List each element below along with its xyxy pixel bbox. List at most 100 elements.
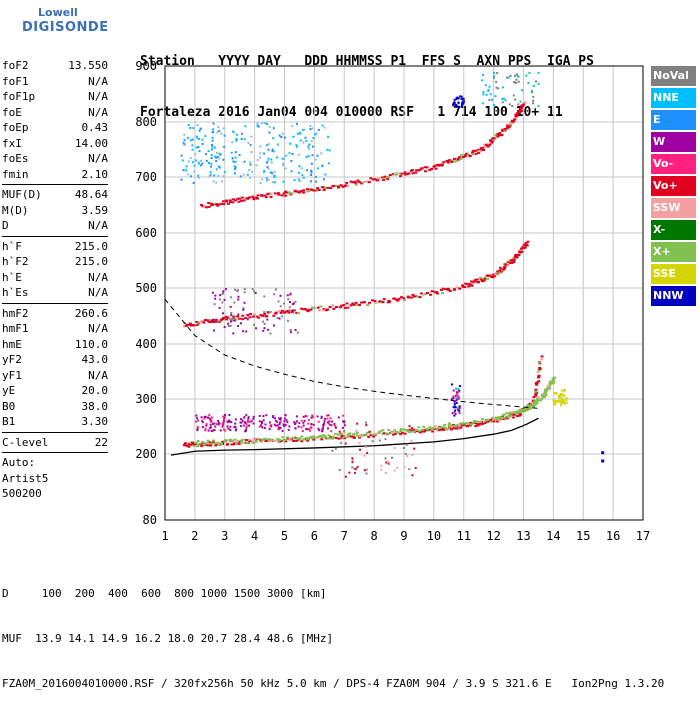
echo-point — [509, 414, 513, 417]
oblique-echo — [273, 417, 276, 420]
echo-point — [353, 180, 357, 183]
echo-point — [310, 437, 314, 440]
param-row: MUF(D) 48.64 — [2, 187, 108, 203]
echo-point — [448, 289, 452, 292]
echo-point — [269, 310, 273, 313]
legend-ssw: SSW — [651, 198, 696, 218]
oblique-echo — [296, 145, 299, 148]
oblique-echo — [288, 152, 291, 155]
divider — [2, 235, 108, 237]
echo-point — [498, 269, 502, 272]
oblique-echo — [301, 430, 304, 433]
echo-point — [331, 436, 335, 439]
oblique-echo — [481, 102, 484, 105]
echo-point — [214, 444, 218, 447]
echo-point — [423, 429, 427, 432]
echo-point — [221, 440, 225, 443]
echo-point — [381, 176, 385, 179]
oblique-echo — [283, 420, 286, 423]
echo-point — [457, 423, 461, 426]
oblique-echo — [267, 178, 270, 181]
oblique-echo — [413, 431, 416, 434]
echo-point — [329, 436, 333, 439]
oblique-echo — [255, 327, 258, 330]
echo-point — [506, 128, 510, 131]
oblique-echo — [298, 171, 301, 174]
oblique-echo — [537, 71, 540, 74]
oblique-echo — [454, 104, 457, 107]
oblique-echo — [286, 421, 289, 424]
echo-point — [378, 300, 382, 303]
oblique-echo — [222, 127, 225, 130]
echo-point — [418, 429, 422, 432]
echo-point — [501, 269, 505, 272]
echo-point — [498, 419, 502, 422]
oblique-echo — [208, 413, 211, 416]
param-name: h`E — [2, 270, 22, 284]
oblique-echo — [354, 467, 357, 470]
oblique-echo — [305, 428, 308, 431]
oblique-echo — [229, 324, 232, 327]
echo-point — [189, 324, 193, 327]
oblique-echo — [297, 153, 300, 156]
oblique-echo — [212, 180, 215, 183]
echo-point — [511, 416, 515, 419]
echo-point — [182, 325, 186, 328]
oblique-echo — [457, 101, 460, 104]
echo-point — [187, 445, 191, 448]
oblique-echo — [208, 426, 211, 429]
oblique-echo — [316, 167, 319, 170]
oblique-echo — [197, 174, 200, 177]
echo-point — [284, 190, 288, 193]
echo-point — [239, 442, 243, 445]
oblique-echo — [343, 420, 346, 423]
oblique-echo — [268, 421, 271, 424]
echo-point — [509, 122, 513, 125]
legend-e: E — [651, 110, 696, 130]
oblique-echo — [329, 417, 332, 420]
legend-nne: NNE — [651, 88, 696, 108]
oblique-echo — [247, 141, 250, 144]
oblique-echo — [180, 178, 183, 181]
oblique-echo — [457, 410, 460, 413]
oblique-echo — [317, 129, 320, 132]
oblique-echo — [494, 95, 497, 98]
oblique-echo — [259, 181, 262, 184]
oblique-echo — [488, 85, 491, 88]
oblique-echo — [232, 332, 235, 335]
echo-point — [354, 182, 358, 185]
x-tick-label: 15 — [576, 529, 590, 543]
echo-point — [244, 316, 248, 319]
oblique-echo — [327, 427, 330, 430]
param-value: N/A — [88, 322, 108, 335]
oblique-echo — [321, 430, 324, 433]
echo-point — [216, 441, 220, 444]
oblique-echo — [215, 151, 218, 154]
oblique-echo — [482, 91, 485, 94]
oblique-echo — [281, 315, 284, 318]
echo-point — [245, 442, 249, 445]
param-row: h`Es N/A — [2, 285, 108, 301]
echo-point — [497, 416, 501, 419]
oblique-echo — [327, 414, 330, 417]
oblique-echo — [290, 170, 293, 173]
oblique-echo — [495, 80, 498, 83]
oblique-echo — [317, 427, 320, 430]
oblique-echo — [495, 86, 498, 89]
oblique-echo — [289, 300, 292, 303]
isolated-echo — [601, 459, 605, 463]
oblique-echo — [456, 408, 459, 411]
echo-point — [345, 302, 349, 305]
oblique-echo — [227, 419, 230, 422]
echo-point — [492, 137, 496, 140]
echo-point — [537, 376, 541, 379]
oblique-echo — [273, 150, 276, 153]
x-tick-label: 2 — [191, 529, 198, 543]
oblique-echo — [227, 420, 230, 423]
echo-point — [482, 279, 486, 282]
echo-point — [518, 414, 522, 417]
echo-point — [438, 426, 442, 429]
oblique-echo — [273, 293, 276, 296]
logo-line1: Lowell — [38, 6, 78, 19]
oblique-echo — [531, 91, 534, 94]
